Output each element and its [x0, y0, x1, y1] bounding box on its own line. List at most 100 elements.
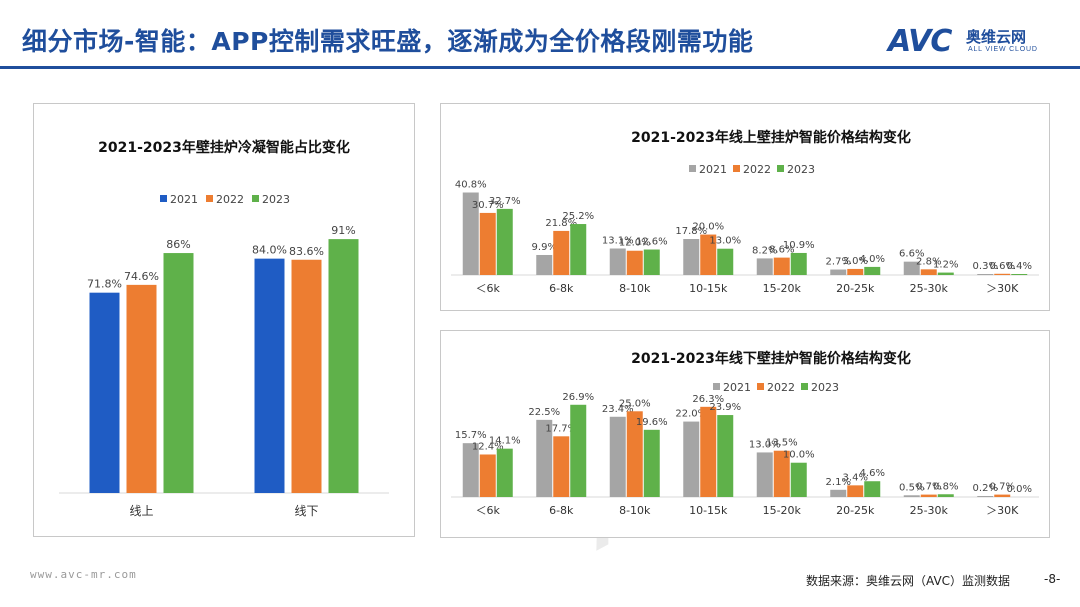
- logo-cn-text: 奥维云网: [966, 28, 1027, 46]
- data-label-2022-0: 12.4%: [472, 441, 504, 452]
- bar-2022-0: [126, 284, 157, 493]
- data-label-2023-7: 0.0%: [1007, 484, 1032, 495]
- bar-2021-6: [903, 495, 920, 497]
- offline-price-chart: 2021-2023年线下壁挂炉智能价格结构变化 2021 2022 2023 15.7%…: [451, 350, 1039, 517]
- legend-swatch-2021: [160, 195, 167, 202]
- bar-2022-7: [994, 273, 1011, 275]
- bar-2023-2: [643, 429, 660, 497]
- bar-2022-1: [553, 230, 570, 275]
- data-label-2023-4: 10.0%: [783, 450, 815, 461]
- x-tick-label-2: 8-10k: [619, 504, 651, 517]
- data-label-2023-6: 0.8%: [933, 481, 958, 492]
- data-label-2022-0: 74.6%: [124, 270, 159, 283]
- data-label-2022-0: 30.7%: [472, 200, 504, 211]
- bar-2023-4: [790, 462, 807, 497]
- legend-swatch-2021: [689, 165, 696, 172]
- legend-label-2022: 2022: [743, 163, 771, 176]
- bar-2022-6: [920, 494, 937, 497]
- chart-panel-online-price: 2021-2023年线上壁挂炉智能价格结构变化 2021 2022 2023 40.8%…: [440, 103, 1050, 311]
- bar-2021-0: [89, 292, 120, 493]
- bar-2023-6: [937, 494, 954, 497]
- bar-2022-1: [291, 259, 322, 493]
- bar-2022-5: [847, 485, 864, 497]
- header-divider: [0, 66, 1080, 69]
- x-tick-label-1: 6-8k: [549, 282, 574, 295]
- chart-title: 2021-2023年壁挂炉冷凝智能占比变化: [98, 139, 350, 156]
- data-label-2021-5: 2.7%: [826, 257, 851, 268]
- x-tick-label-7: ＞30K: [986, 504, 1019, 517]
- data-label-2021-1: 84.0%: [252, 244, 287, 257]
- bar-2021-1: [536, 419, 553, 497]
- x-tick-label-0: 线上: [129, 504, 153, 518]
- bar-2021-3: [683, 421, 700, 497]
- bar-2023-3: [717, 248, 734, 275]
- x-tick-label-2: 8-10k: [619, 282, 651, 295]
- data-label-2022-6: 2.8%: [916, 256, 941, 267]
- x-tick-label-1: 线下: [294, 504, 318, 518]
- legend-swatch-2021: [713, 383, 720, 390]
- bar-2023-5: [864, 266, 881, 275]
- data-label-2021-4: 8.2%: [752, 245, 777, 256]
- data-label-2023-2: 12.6%: [636, 237, 668, 248]
- bar-2021-0: [462, 443, 479, 497]
- data-source: 数据来源：奥维云网（AVC）监测数据: [806, 574, 1011, 588]
- legend-swatch-2023: [252, 195, 259, 202]
- data-label-2022-7: 0.7%: [990, 482, 1015, 493]
- logo-mark: AVC: [888, 24, 952, 59]
- bar-2021-7: [977, 274, 994, 275]
- data-label-2022-2: 25.0%: [619, 398, 651, 409]
- data-label-2023-7: 0.4%: [1007, 261, 1032, 272]
- data-label-2022-5: 3.4%: [843, 472, 868, 483]
- bar-2022-0: [479, 212, 496, 275]
- data-label-2021-7: 0.2%: [973, 483, 998, 494]
- data-label-2021-2: 23.4%: [602, 404, 634, 415]
- online-price-chart: 2021-2023年线上壁挂炉智能价格结构变化 2021 2022 2023 40.8%…: [451, 129, 1039, 295]
- legend-swatch-2022: [733, 165, 740, 172]
- x-tick-label-6: 25-30k: [910, 504, 949, 517]
- legend-swatch-2023: [801, 383, 808, 390]
- data-label-2021-3: 22.0%: [675, 409, 707, 420]
- data-label-2022-2: 12.0%: [619, 238, 651, 249]
- x-tick-label-5: 20-25k: [836, 282, 875, 295]
- x-tick-label-6: 25-30k: [910, 282, 949, 295]
- data-label-2023-3: 13.0%: [709, 236, 741, 247]
- legend-swatch-2022: [757, 383, 764, 390]
- data-label-2023-0: 32.7%: [489, 196, 521, 207]
- bar-2023-4: [790, 252, 807, 275]
- bar-2022-2: [626, 411, 643, 497]
- bar-2023-1: [570, 224, 587, 275]
- x-tick-label-5: 20-25k: [836, 504, 875, 517]
- data-label-2023-1: 91%: [331, 224, 355, 237]
- bar-2021-4: [756, 452, 773, 497]
- chart-title: 2021-2023年线上壁挂炉智能价格结构变化: [631, 129, 911, 146]
- data-label-2022-3: 20.0%: [692, 222, 724, 233]
- legend-label-2022: 2022: [216, 193, 244, 206]
- data-label-2023-1: 26.9%: [562, 392, 594, 403]
- data-label-2021-6: 6.6%: [899, 249, 924, 260]
- bar-2021-2: [609, 416, 626, 497]
- bar-2022-7: [994, 494, 1011, 497]
- bar-2022-1: [553, 436, 570, 497]
- bar-2021-1: [536, 254, 553, 275]
- bar-2023-0: [163, 253, 194, 493]
- x-tick-label-7: ＞30K: [986, 282, 1019, 295]
- bar-2021-6: [903, 261, 920, 275]
- data-label-2023-0: 86%: [166, 238, 190, 251]
- data-label-2022-6: 0.7%: [916, 482, 941, 493]
- bar-2022-3: [700, 406, 717, 497]
- legend-label-2022: 2022: [767, 381, 795, 394]
- data-label-2021-1: 9.9%: [532, 242, 557, 253]
- legend-swatch-2022: [206, 195, 213, 202]
- x-tick-label-0: ＜6k: [476, 504, 501, 517]
- legend-label-2021: 2021: [699, 163, 727, 176]
- bar-2021-1: [254, 258, 285, 493]
- bar-2023-0: [496, 448, 513, 497]
- bar-2023-1: [570, 404, 587, 497]
- bar-2022-3: [700, 234, 717, 275]
- avc-logo: AVC 奥维云网 ALL VIEW CLOUD: [888, 24, 1058, 60]
- data-label-2023-0: 14.1%: [489, 436, 521, 447]
- legend-label-2021: 2021: [723, 381, 751, 394]
- bar-2023-6: [937, 272, 954, 275]
- bar-2023-1: [328, 239, 359, 493]
- bar-2021-5: [830, 489, 847, 497]
